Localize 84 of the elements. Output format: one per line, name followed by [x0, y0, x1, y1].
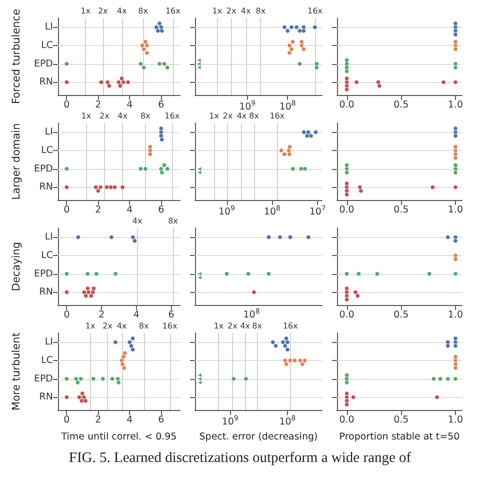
- y-tick-label: LI: [44, 232, 53, 243]
- x-tick-label: 4: [133, 310, 140, 320]
- y-axis-title: Larger domain: [10, 123, 22, 200]
- ref-line-label: 4x: [118, 112, 128, 120]
- x-tick-label: 4: [126, 204, 133, 216]
- ref-line-label: 8x: [256, 6, 266, 16]
- y-tick-label: LI: [44, 126, 53, 138]
- y-tick-label: LC: [41, 40, 54, 51]
- x-tick-label: 4: [126, 414, 133, 426]
- x-tick-label: 1.0: [448, 310, 464, 320]
- ref-line-label: 16x: [162, 322, 178, 330]
- ref-line-label: 16x: [164, 112, 180, 120]
- ref-line-label: 2x: [222, 112, 233, 120]
- x-tick-label: 0.0: [339, 204, 354, 216]
- y-tick-label: LI: [44, 22, 53, 33]
- ref-line-label: 4x: [132, 216, 142, 226]
- x-axis-title: Time until correl. < 0.95: [60, 432, 177, 442]
- ref-line-label: 8x: [140, 112, 151, 120]
- ref-line-label: 1x: [214, 322, 224, 330]
- x-tick-label: 0: [64, 100, 70, 110]
- x-tick-label: 0: [64, 310, 70, 320]
- x-tick-label: 6: [158, 204, 164, 216]
- y-tick-label: LC: [41, 355, 54, 366]
- x-tick-label: 0: [64, 414, 70, 426]
- y-tick-label: LC: [41, 250, 54, 261]
- y-axis-title: More turbulent: [10, 332, 22, 410]
- ref-line-label: 4x: [240, 6, 251, 16]
- ref-line-label: 4x: [116, 6, 127, 16]
- ref-line-label: 2x: [98, 6, 108, 16]
- x-tick-label: 4: [126, 100, 133, 110]
- ref-line-label: 16x: [282, 322, 298, 330]
- ref-line-label: 2x: [228, 322, 238, 330]
- ref-line-label: 16x: [270, 112, 285, 120]
- x-tick-label: 6: [158, 414, 164, 426]
- ref-line-label: 8x: [252, 322, 262, 330]
- ref-line-label: 8x: [138, 322, 149, 330]
- x-tick-label: 0.0: [339, 310, 354, 320]
- y-tick-label: EPD: [34, 268, 53, 280]
- ref-line-label: 16x: [165, 6, 181, 16]
- x-tick-label: 0.5: [394, 100, 409, 110]
- y-tick-label: RN: [39, 392, 53, 403]
- ref-line-label: 1x: [80, 6, 91, 16]
- y-tick-label: EPD: [34, 373, 53, 384]
- x-tick-label: 1.0: [448, 100, 464, 110]
- x-tick-label: 6: [168, 310, 174, 320]
- x-tick-label: 0.5: [394, 204, 409, 216]
- ref-line-label: 8x: [168, 216, 178, 226]
- x-tick-label: 2: [98, 310, 105, 320]
- ref-line-label: 2x: [102, 322, 113, 330]
- ref-line-label: 4x: [116, 322, 127, 330]
- ref-line-label: 1x: [81, 112, 92, 120]
- x-axis-title: Proportion stable at t=50: [339, 432, 460, 442]
- x-tick-label: 2: [95, 204, 102, 216]
- x-tick-label: 1.0: [448, 414, 464, 426]
- ref-line-label: 2x: [226, 6, 236, 16]
- ref-line-label: 4x: [240, 322, 250, 330]
- x-tick-label: 0.0: [339, 414, 354, 426]
- x-tick-label: 2: [95, 100, 102, 110]
- y-tick-label: RN: [39, 76, 53, 88]
- x-axis-title: Spect. error (decreasing): [199, 432, 318, 442]
- ref-line-label: 8x: [138, 6, 148, 16]
- x-tick-label: 6: [158, 100, 164, 110]
- ref-line-label: 8x: [249, 112, 260, 120]
- x-tick-label: 0.0: [339, 100, 354, 110]
- x-tick-label: 1.0: [448, 204, 464, 216]
- y-axis-title: Decaying: [10, 242, 22, 292]
- ref-line-label: 16x: [308, 6, 323, 16]
- y-tick-label: LC: [41, 145, 54, 156]
- y-tick-label: EPD: [34, 163, 53, 174]
- ref-line-label: 1x: [212, 6, 222, 16]
- x-tick-label: 0: [64, 204, 70, 216]
- y-tick-label: LI: [44, 336, 53, 348]
- y-tick-label: RN: [39, 286, 53, 298]
- x-tick-label: 2: [95, 414, 102, 426]
- x-tick-label: 0.5: [394, 310, 409, 320]
- ref-line-label: 1x: [209, 112, 220, 120]
- ref-line-label: 2x: [100, 112, 110, 120]
- y-axis-title: Forced turbulence: [10, 8, 22, 104]
- ref-line-label: 4x: [236, 112, 247, 120]
- y-tick-label: RN: [39, 182, 53, 193]
- y-tick-label: EPD: [34, 58, 53, 70]
- ref-line-label: 1x: [85, 322, 96, 330]
- x-tick-label: 0.5: [394, 414, 409, 426]
- caption: FIG. 5. Learned discretizations outperform a wide range of: [68, 450, 412, 467]
